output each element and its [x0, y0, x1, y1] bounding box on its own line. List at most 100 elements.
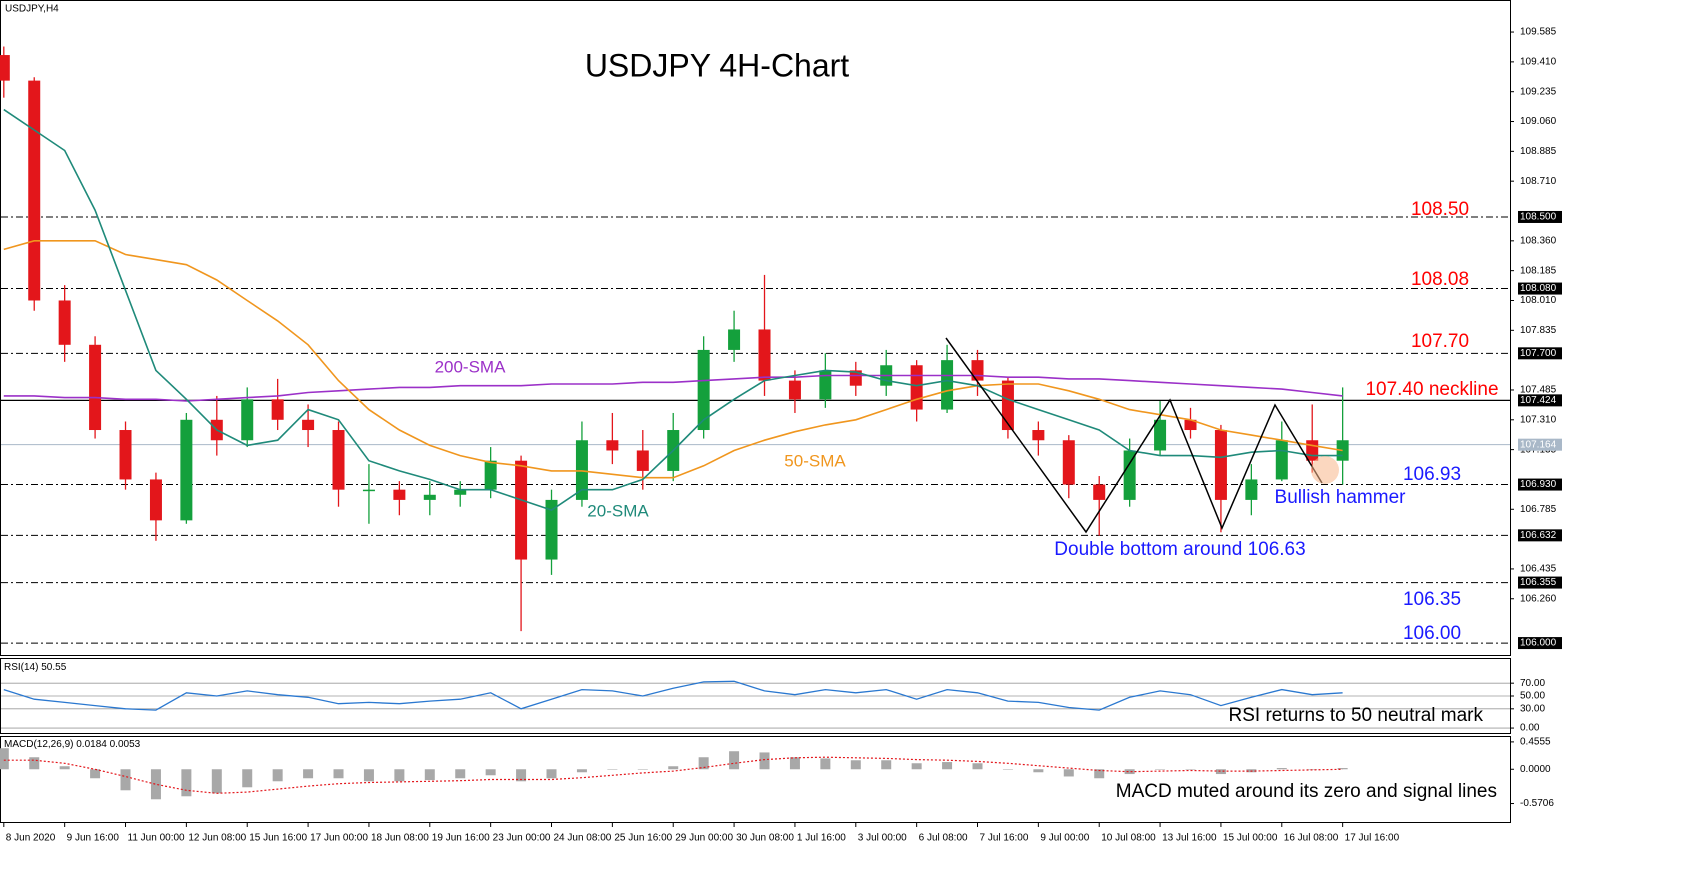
annotation: 108.08	[1411, 269, 1469, 290]
macd-bar	[120, 769, 131, 791]
candle-body	[241, 399, 254, 441]
price-tag: 108.500	[1520, 212, 1557, 223]
macd-bar	[90, 769, 101, 779]
candle-body	[971, 360, 984, 381]
price-tag: 106.930	[1520, 479, 1557, 490]
macd-bar	[211, 769, 222, 794]
macd-annotation: MACD muted around its zero and signal li…	[1116, 781, 1497, 802]
y-tick-label: 30.00	[1520, 703, 1545, 714]
macd-bar	[485, 769, 496, 776]
candle-body	[636, 450, 649, 471]
chart-title: USDJPY 4H-Chart	[585, 47, 849, 83]
candle-body	[1001, 380, 1014, 431]
x-tick-label: 15 Jun 16:00	[249, 833, 307, 844]
x-tick-label: 3 Jul 00:00	[858, 833, 907, 844]
last-price-tag-box	[1518, 438, 1562, 451]
candle-body	[454, 489, 467, 495]
price-tag-box	[1518, 282, 1562, 295]
y-tick-label: 107.485	[1520, 385, 1557, 396]
y-tick-label: 107.310	[1520, 414, 1557, 425]
macd-bar	[972, 763, 983, 770]
macd-bar	[789, 757, 800, 770]
macd-bar	[1215, 769, 1226, 775]
y-tick-label: 106.785	[1520, 504, 1557, 515]
y-tick-label: 108.360	[1520, 235, 1557, 246]
y-tick-label: 109.410	[1520, 57, 1557, 68]
annotation: 107.70	[1411, 331, 1469, 352]
macd-bar	[455, 769, 466, 779]
y-tick-label: 109.585	[1520, 27, 1557, 38]
macd-value: 0.0184	[76, 739, 107, 750]
candle-body	[362, 489, 375, 492]
double-bottom-pattern	[945, 337, 1323, 534]
annotation: 106.00	[1403, 623, 1461, 644]
price-tag: 106.355	[1520, 577, 1557, 588]
last-price-tag: 107.164	[1520, 439, 1557, 450]
candle-body	[423, 494, 436, 500]
macd-bar	[272, 769, 283, 782]
sma-label: 50-SMA	[784, 451, 846, 470]
sma-line	[3, 108, 1343, 511]
candle-body	[58, 300, 71, 345]
x-tick-label: 25 Jun 16:00	[614, 833, 672, 844]
x-tick-label: 11 Jun 00:00	[128, 833, 186, 844]
macd-bar	[333, 769, 344, 779]
macd-label: MACD(12,26,9) 0.0184 0.0053	[4, 739, 141, 750]
y-tick-label: 106.435	[1520, 564, 1557, 575]
x-tick-label: 9 Jun 16:00	[67, 833, 120, 844]
candle-body	[728, 329, 741, 350]
x-tick-label: 29 Jun 00:00	[675, 833, 733, 844]
x-tick-label: 19 Jun 16:00	[432, 833, 490, 844]
annotation: 106.35	[1403, 589, 1461, 610]
macd-bar	[637, 769, 648, 770]
candle-body	[697, 349, 710, 431]
x-tick-label: 12 Jun 08:00	[188, 833, 246, 844]
candle-body	[119, 430, 132, 480]
rsi-annotation: RSI returns to 50 neutral mark	[1229, 705, 1484, 726]
candle-body	[1062, 440, 1075, 485]
candle-body	[788, 380, 801, 400]
candle-body	[302, 419, 315, 431]
macd-bar	[1337, 768, 1348, 770]
macd-bar	[1276, 768, 1287, 770]
candle-body	[332, 430, 345, 490]
price-tag: 108.080	[1520, 283, 1557, 294]
macd-bar	[1124, 769, 1135, 775]
macd-bar	[303, 769, 314, 779]
macd-bar	[150, 769, 161, 800]
macd-bar	[516, 769, 527, 782]
price-tag-box	[1518, 529, 1562, 542]
y-tick-label: 108.010	[1520, 295, 1557, 306]
sma-line	[3, 240, 1343, 479]
y-tick-label: 109.235	[1520, 86, 1557, 97]
candle-body	[1214, 430, 1227, 500]
candle-body	[180, 419, 193, 521]
candle-body	[1032, 430, 1045, 441]
macd-panel-frame	[0, 736, 1511, 823]
candle-body	[1245, 479, 1258, 500]
rsi-last-value: 50.55	[41, 662, 66, 673]
candle-body	[1154, 419, 1167, 451]
price-tag-box	[1518, 637, 1562, 650]
x-tick-label: 10 Jul 08:00	[1101, 833, 1156, 844]
macd-bar	[942, 762, 953, 770]
candle-body	[1275, 440, 1288, 480]
candle-body	[941, 360, 954, 410]
y-tick-label: 0.00	[1520, 723, 1540, 734]
macd-bar	[881, 760, 892, 770]
annotation: Bullish hammer	[1275, 487, 1407, 508]
x-tick-label: 17 Jun 00:00	[310, 833, 368, 844]
y-tick-label: 0.4555	[1520, 737, 1551, 748]
macd-bar	[820, 758, 831, 770]
macd-bar	[394, 769, 405, 782]
x-tick-label: 23 Jun 00:00	[493, 833, 551, 844]
macd-bar	[1033, 769, 1044, 773]
macd-bar	[759, 752, 770, 770]
macd-bar	[911, 763, 922, 770]
macd-bar	[1002, 769, 1013, 770]
x-tick-label: 30 Jun 08:00	[736, 833, 794, 844]
y-tick-label: 70.00	[1520, 678, 1545, 689]
price-tag-box	[1518, 347, 1562, 360]
candle-body	[819, 370, 832, 400]
y-tick-label: 107.835	[1520, 325, 1557, 336]
